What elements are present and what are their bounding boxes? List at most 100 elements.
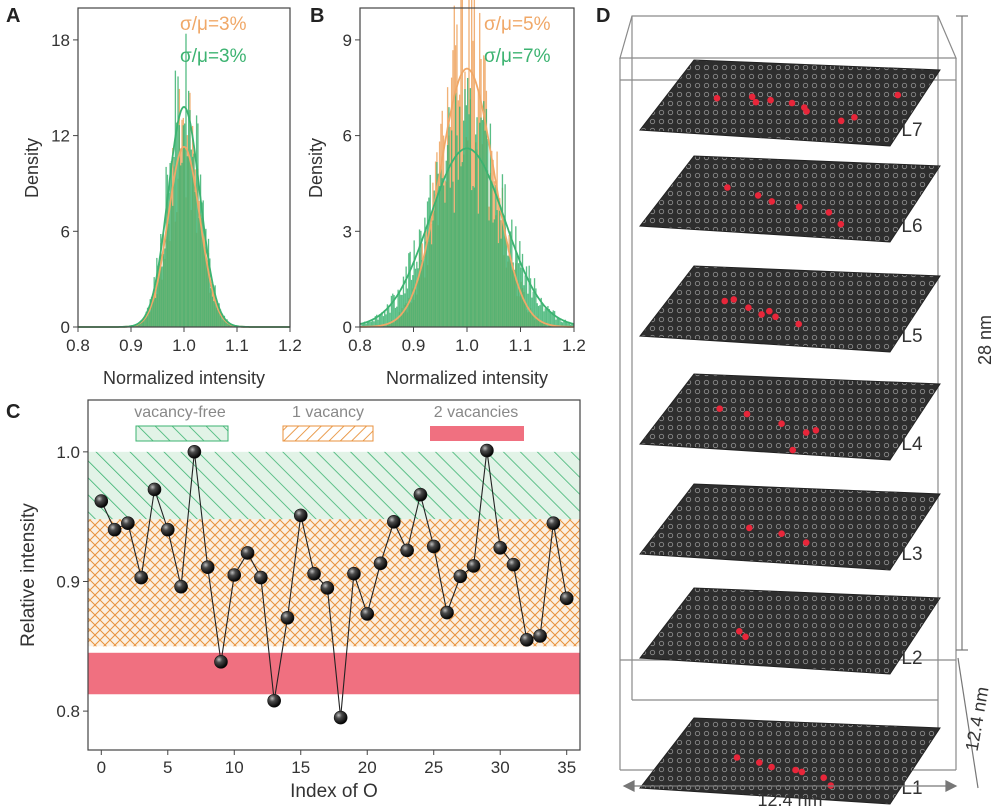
b-bar-series-2	[464, 89, 466, 328]
b-bar-series-2	[564, 319, 566, 327]
a-bar-series-2	[136, 325, 138, 327]
b-bar-series-2	[438, 186, 441, 327]
b-bar-series-2	[553, 311, 556, 327]
b-bar-series-2	[560, 321, 562, 327]
b-bar-series-2	[425, 241, 427, 327]
a-bar-series-2	[144, 316, 146, 327]
b-bar-series-2	[405, 266, 407, 327]
vacancy-dot	[745, 304, 752, 312]
b-bar-series-2	[496, 210, 498, 327]
data-point	[187, 445, 202, 459]
y-tick-label: 0	[61, 318, 70, 337]
b-bar-series-2	[392, 293, 394, 327]
data-point	[546, 516, 561, 530]
b-bar-series-2	[432, 220, 434, 327]
b-bar-series-2	[532, 291, 534, 327]
vacancy-dot	[851, 114, 858, 121]
a-bar-series-2	[198, 218, 200, 327]
b-bar-series-2	[552, 310, 554, 327]
b-bar-series-2	[500, 238, 502, 327]
b-bar-series-2	[446, 145, 449, 327]
data-point	[134, 570, 148, 585]
data-point	[254, 570, 268, 585]
y-tick-label: 0	[343, 318, 352, 337]
a-bar-series-2	[206, 263, 208, 327]
series-line	[100, 450, 568, 718]
vacancy-dot	[743, 410, 751, 418]
a-bar-series-2	[185, 33, 187, 328]
vacancy-dot	[798, 768, 806, 776]
vacancy-dot	[730, 296, 738, 303]
panel-d-depth-label: 12.4 nm	[962, 685, 993, 753]
b-bar-series-2	[401, 294, 403, 327]
a-bar-series-2	[221, 314, 223, 327]
a-bar-series-2	[222, 317, 224, 327]
b-bar-series-2	[517, 263, 520, 327]
a-bar-series-2	[215, 306, 218, 327]
x-tick-label: 0.8	[348, 336, 372, 355]
data-point	[293, 508, 308, 523]
vacancy-dot	[721, 297, 728, 305]
b-bar-series-2	[454, 92, 457, 327]
x-tick-label: 0.9	[402, 336, 426, 355]
vacancy-dot	[802, 539, 810, 546]
panel-b-ylabel: Density	[306, 138, 326, 198]
b-bar-series-2	[545, 308, 548, 327]
b-bar-series-2	[529, 278, 532, 327]
b-bar-series-2	[396, 306, 398, 327]
a-bar-series-2	[152, 300, 154, 327]
b-bar-series-2	[468, 114, 470, 328]
data-point	[466, 559, 481, 573]
b-bar-series-2	[476, 117, 478, 328]
a-bar-series-2	[227, 323, 230, 327]
a-bar-series-2	[202, 200, 204, 327]
vacancy-dot	[802, 429, 810, 436]
band-3	[88, 652, 580, 695]
vacancy-dot	[733, 754, 741, 761]
graphene-sheet	[639, 587, 941, 675]
vacancy-dot	[795, 320, 802, 328]
b-bar-series-1	[477, 90, 480, 327]
data-point	[147, 482, 162, 497]
b-bar-series-2	[385, 314, 387, 327]
data-point	[533, 629, 547, 643]
b-bar-series-2	[536, 303, 538, 327]
x-tick-label: 1.0	[172, 336, 196, 355]
panel-a-label: A	[6, 5, 20, 27]
graphene-sheet	[639, 155, 941, 243]
panel-c-points	[94, 443, 574, 725]
b-bar-series-2	[504, 184, 506, 327]
a-bar-series-2	[217, 309, 219, 327]
b-bar-series-2	[539, 305, 541, 327]
a-bar-series-2	[181, 162, 183, 327]
b-bar-series-2	[537, 305, 540, 327]
vacancy-dot	[894, 91, 902, 99]
a-bar-series-2	[211, 296, 214, 327]
b-bar-series-2	[525, 266, 528, 327]
b-bar-series-2	[557, 318, 560, 327]
b-bar-series-2	[398, 291, 401, 327]
x-tick-label: 1.0	[455, 336, 479, 355]
b-bar-series-2	[513, 269, 516, 327]
a-bar-series-2	[184, 123, 186, 328]
x-tick-label: 0	[97, 758, 106, 777]
b-bar-series-2	[461, 162, 463, 327]
b-bar-series-2	[413, 240, 415, 327]
b-bar-series-2	[458, 106, 461, 327]
y-tick-label: 9	[343, 31, 352, 50]
a-bar-series-2	[223, 315, 226, 327]
b-bar-series-2	[555, 319, 557, 327]
b-fit-curve-2	[359, 147, 575, 325]
x-tick-label: 35	[557, 758, 576, 777]
b-bar-series-2	[428, 197, 430, 327]
b-bar-series-2	[520, 267, 522, 327]
panel-a-bars	[132, 33, 235, 328]
layer-l4: L4	[639, 373, 941, 461]
a-bar-series-2	[187, 90, 190, 327]
a-bar-series-2	[174, 70, 177, 328]
b-bar-series-2	[448, 107, 450, 327]
data-point	[333, 710, 348, 725]
a-bar-series-2	[140, 321, 142, 327]
data-point	[214, 655, 228, 669]
a-bar-series-2	[137, 324, 139, 327]
